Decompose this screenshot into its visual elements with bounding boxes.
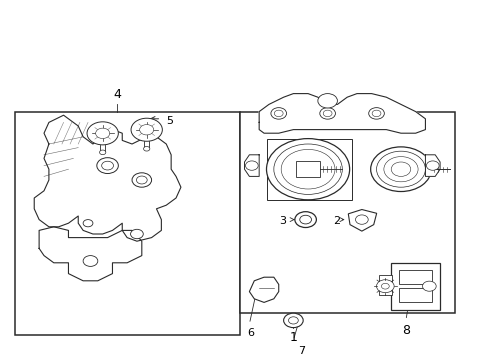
Circle shape <box>83 256 98 266</box>
Circle shape <box>87 122 118 145</box>
Circle shape <box>317 94 337 108</box>
Circle shape <box>294 212 316 228</box>
Circle shape <box>100 150 105 155</box>
Circle shape <box>422 281 435 291</box>
Circle shape <box>299 215 311 224</box>
Circle shape <box>96 128 109 139</box>
Circle shape <box>266 139 349 200</box>
Circle shape <box>143 147 149 151</box>
Circle shape <box>270 108 286 119</box>
Polygon shape <box>347 210 376 231</box>
Bar <box>390 263 439 310</box>
Circle shape <box>102 161 113 170</box>
Circle shape <box>319 108 335 119</box>
Bar <box>239 112 454 313</box>
Circle shape <box>83 220 93 227</box>
Circle shape <box>381 283 388 289</box>
Bar <box>398 288 431 302</box>
Polygon shape <box>425 155 439 176</box>
Bar <box>15 112 239 335</box>
Polygon shape <box>34 115 181 241</box>
Bar <box>295 161 320 177</box>
Circle shape <box>132 173 151 187</box>
Circle shape <box>97 158 118 174</box>
Circle shape <box>136 176 147 184</box>
Text: 7: 7 <box>298 346 305 356</box>
Circle shape <box>426 161 438 170</box>
Polygon shape <box>244 155 259 176</box>
Circle shape <box>368 108 384 119</box>
Polygon shape <box>259 94 425 133</box>
Circle shape <box>323 110 331 117</box>
Text: 6: 6 <box>247 328 254 338</box>
Bar <box>266 139 351 200</box>
Circle shape <box>355 215 367 224</box>
Circle shape <box>245 161 258 170</box>
Text: 5: 5 <box>166 116 173 126</box>
Polygon shape <box>39 227 142 281</box>
Text: 1: 1 <box>289 331 297 344</box>
Text: 2: 2 <box>332 216 339 226</box>
Bar <box>378 275 391 295</box>
Circle shape <box>140 125 153 135</box>
Polygon shape <box>249 277 278 302</box>
Circle shape <box>131 118 162 141</box>
Circle shape <box>130 229 143 239</box>
Circle shape <box>370 147 430 192</box>
Text: 4: 4 <box>113 88 121 101</box>
Circle shape <box>283 313 303 328</box>
Text: 3: 3 <box>279 216 285 226</box>
Text: 8: 8 <box>401 324 409 337</box>
Circle shape <box>371 110 380 117</box>
Circle shape <box>274 110 283 117</box>
Circle shape <box>288 317 298 324</box>
Bar <box>398 270 431 284</box>
Circle shape <box>376 280 393 293</box>
